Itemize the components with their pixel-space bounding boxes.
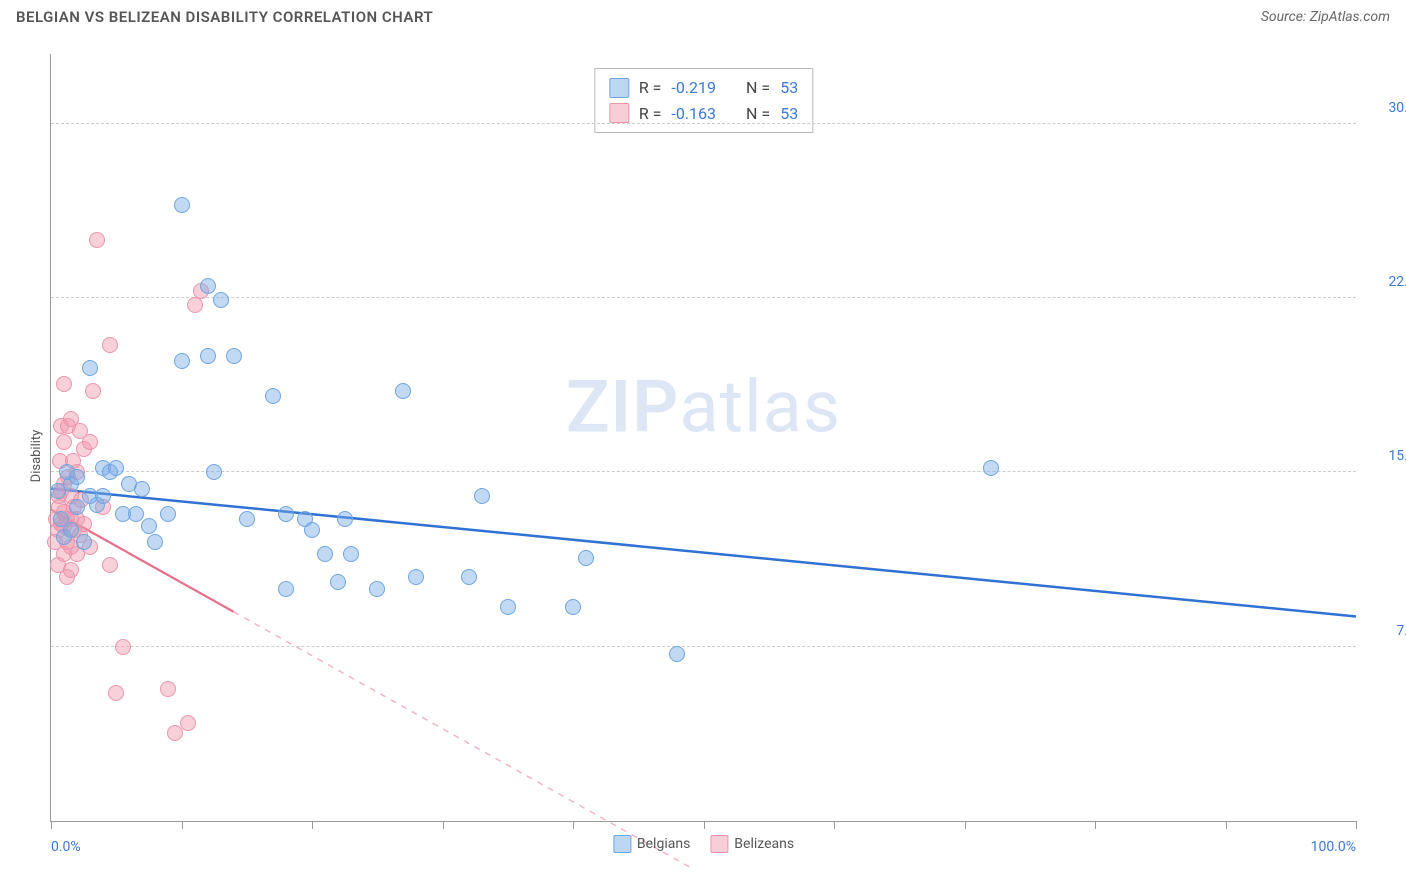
y-axis-label: Disability — [29, 430, 44, 483]
scatter-point — [63, 562, 79, 578]
scatter-point — [95, 488, 111, 504]
legend-item-0: Belgians — [613, 835, 690, 853]
gridline — [51, 471, 1356, 472]
scatter-point — [160, 506, 176, 522]
scatter-point — [213, 292, 229, 308]
scatter-point — [128, 506, 144, 522]
n-value-0: 53 — [780, 75, 798, 101]
y-tick-label: 15.0% — [1366, 448, 1406, 464]
trend-lines — [51, 54, 1356, 821]
scatter-point — [63, 522, 79, 538]
scatter-point — [76, 534, 92, 550]
x-tick — [834, 821, 835, 829]
plot-container: Disability ZIPatlas R = -0.219 N = 53 R … — [16, 42, 1390, 870]
stats-row-series-0: R = -0.219 N = 53 — [609, 75, 798, 101]
scatter-point — [134, 481, 150, 497]
legend-item-1: Belizeans — [710, 835, 794, 853]
scatter-point — [174, 353, 190, 369]
scatter-point — [265, 388, 281, 404]
scatter-point — [278, 506, 294, 522]
legend-swatch-1 — [710, 835, 728, 853]
scatter-point — [226, 348, 242, 364]
scatter-point — [108, 460, 124, 476]
scatter-point — [115, 639, 131, 655]
gridline — [51, 646, 1356, 647]
scatter-point — [200, 278, 216, 294]
scatter-point — [160, 681, 176, 697]
scatter-point — [89, 232, 105, 248]
scatter-point — [330, 574, 346, 590]
y-tick-label: 30.0% — [1366, 100, 1406, 116]
scatter-point — [461, 569, 477, 585]
plot-area: ZIPatlas R = -0.219 N = 53 R = -0.163 N … — [50, 54, 1356, 822]
scatter-point — [174, 197, 190, 213]
swatch-series-0 — [609, 78, 629, 98]
legend-swatch-0 — [613, 835, 631, 853]
scatter-point — [343, 546, 359, 562]
y-tick-label: 22.5% — [1366, 274, 1406, 290]
x-tick — [1356, 821, 1357, 829]
scatter-point — [200, 348, 216, 364]
x-tick — [51, 821, 52, 829]
x-tick-label: 0.0% — [51, 839, 81, 855]
x-tick — [182, 821, 183, 829]
chart-title: BELGIAN VS BELIZEAN DISABILITY CORRELATI… — [16, 8, 433, 26]
scatter-point — [102, 337, 118, 353]
scatter-point — [369, 581, 385, 597]
x-tick — [443, 821, 444, 829]
x-tick — [573, 821, 574, 829]
scatter-point — [102, 557, 118, 573]
scatter-point — [239, 511, 255, 527]
x-tick — [1095, 821, 1096, 829]
legend-label-0: Belgians — [637, 836, 690, 852]
bottom-legend: Belgians Belizeans — [613, 835, 794, 853]
scatter-point — [474, 488, 490, 504]
x-tick — [704, 821, 705, 829]
scatter-point — [69, 499, 85, 515]
source-attribution: Source: ZipAtlas.com — [1261, 9, 1390, 25]
r-value-0: -0.219 — [671, 75, 716, 101]
x-tick — [1226, 821, 1227, 829]
scatter-point — [108, 685, 124, 701]
scatter-point — [669, 646, 685, 662]
scatter-point — [56, 376, 72, 392]
scatter-point — [317, 546, 333, 562]
scatter-point — [395, 383, 411, 399]
x-tick — [965, 821, 966, 829]
scatter-point — [82, 360, 98, 376]
scatter-point — [408, 569, 424, 585]
scatter-point — [147, 534, 163, 550]
scatter-point — [578, 550, 594, 566]
scatter-point — [206, 464, 222, 480]
scatter-point — [500, 599, 516, 615]
y-tick-label: 7.5% — [1366, 623, 1406, 639]
scatter-point — [69, 469, 85, 485]
x-tick-label: 100.0% — [1311, 839, 1356, 855]
scatter-point — [278, 581, 294, 597]
scatter-point — [141, 518, 157, 534]
swatch-series-1 — [609, 103, 629, 123]
scatter-point — [304, 522, 320, 538]
scatter-point — [180, 715, 196, 731]
trend-line — [234, 612, 691, 868]
legend-label-1: Belizeans — [734, 836, 794, 852]
gridline — [51, 297, 1356, 298]
scatter-point — [983, 460, 999, 476]
scatter-point — [187, 297, 203, 313]
scatter-point — [85, 383, 101, 399]
scatter-point — [56, 434, 72, 450]
x-tick — [312, 821, 313, 829]
trend-line — [51, 489, 1356, 617]
scatter-point — [565, 599, 581, 615]
scatter-point — [337, 511, 353, 527]
gridline — [51, 123, 1356, 124]
scatter-point — [82, 434, 98, 450]
